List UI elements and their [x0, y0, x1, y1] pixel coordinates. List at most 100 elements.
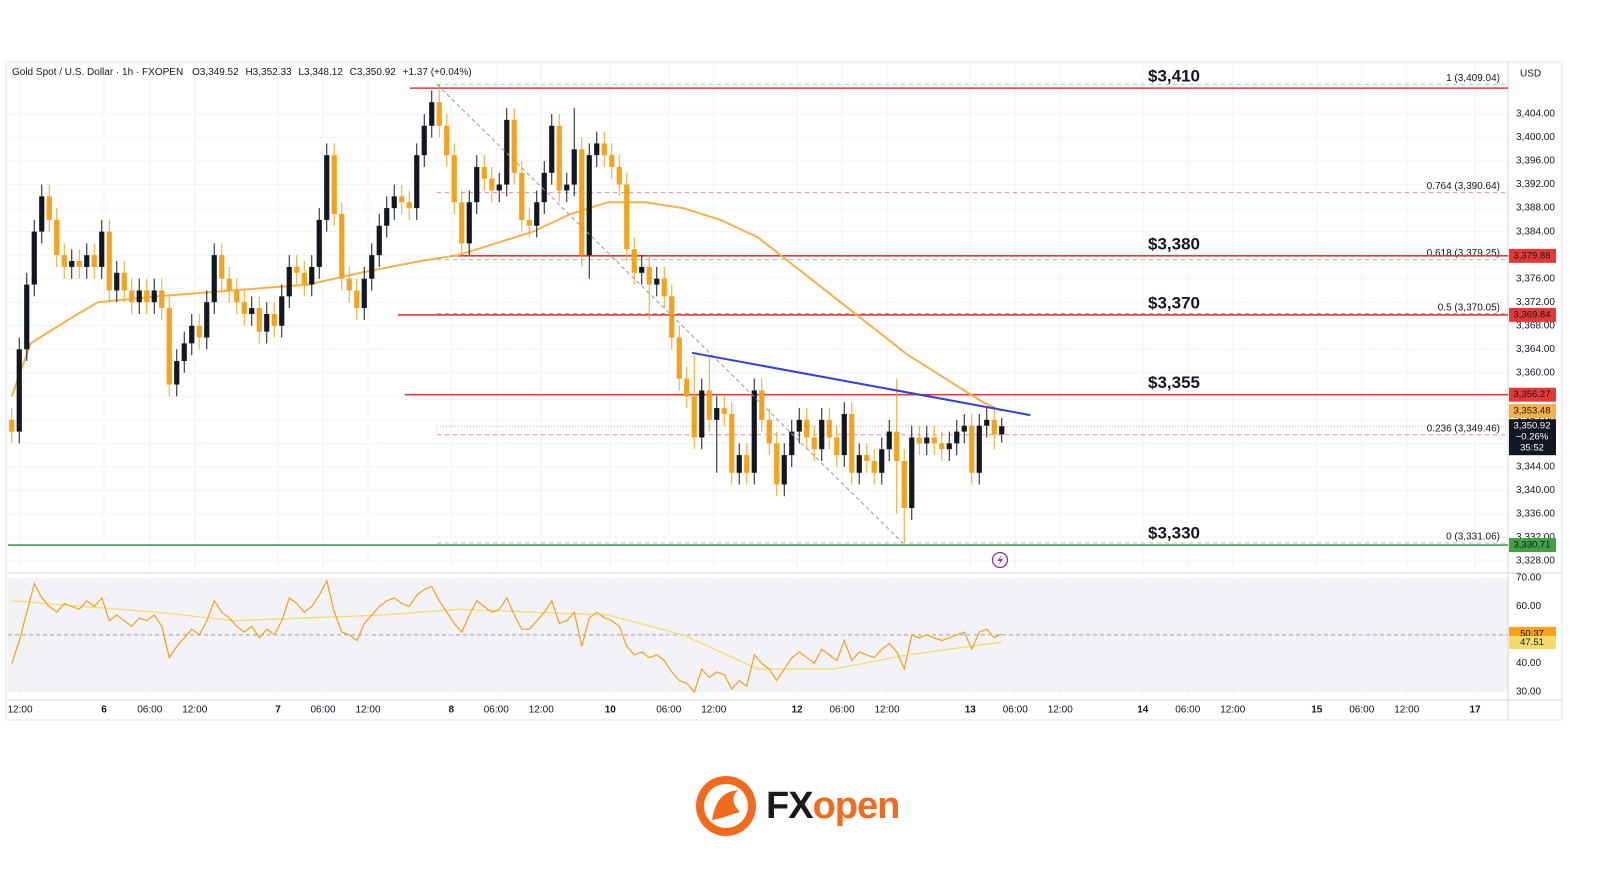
y-tick-label: 3,332.00 [1516, 532, 1555, 543]
y-tick-label: 3,388.00 [1516, 203, 1555, 214]
candle-body [414, 155, 420, 209]
candle-body [879, 449, 885, 473]
candle-body [924, 437, 930, 444]
candle-body [646, 266, 652, 285]
candle-body [294, 266, 300, 273]
x-tick-label: 12:00 [1048, 705, 1073, 716]
candle-body [931, 437, 937, 444]
candle-body [676, 337, 682, 379]
candle-body [961, 425, 967, 432]
candle-body [466, 202, 472, 244]
x-tick-label: 06:00 [310, 705, 335, 716]
candle-body [819, 419, 825, 450]
x-tick-label: 06:00 [1349, 705, 1374, 716]
x-tick-label: 13 [965, 705, 977, 716]
currency-label[interactable]: USD [1520, 69, 1541, 80]
price-badge-label: 3,356.27 [1514, 389, 1551, 400]
candle-body [684, 378, 690, 397]
x-tick-label: 12:00 [355, 705, 380, 716]
candle-body [279, 296, 285, 326]
x-tick-label: 12 [791, 705, 803, 716]
level-label: $3,380 [1148, 234, 1200, 253]
candle-body [984, 419, 990, 426]
chart-header: Gold Spot / U.S. Dollar · 1h · FXOPEN O3… [12, 67, 472, 78]
candle-body [946, 443, 952, 450]
candle-body [459, 202, 465, 244]
x-tick-label: 06:00 [137, 705, 162, 716]
x-tick-label: 12:00 [701, 705, 726, 716]
candle-body [376, 225, 382, 256]
ohlc-open: O3,349.52 [192, 67, 239, 78]
candle-body [609, 155, 615, 167]
candle-body [256, 308, 262, 332]
candle-body [669, 296, 675, 338]
candle-body [909, 437, 915, 509]
candle-body [309, 266, 315, 285]
candle-body [166, 308, 172, 385]
price-badge-label: 3,379.88 [1514, 250, 1551, 261]
candle-body [864, 455, 870, 462]
logo-open: open [813, 785, 900, 827]
alert-circle[interactable] [991, 551, 1009, 569]
candle-body [444, 125, 450, 156]
candle-body [369, 255, 375, 279]
candle-body [174, 361, 180, 385]
price-badge [1509, 404, 1556, 419]
current-change-label: −0.26% [1516, 432, 1549, 443]
candle-body [804, 419, 810, 438]
x-tick-label: 12:00 [1394, 705, 1419, 716]
fib-label: 0.5 (3,370.05) [1438, 302, 1500, 313]
y-tick-label: 3,396.00 [1516, 156, 1555, 167]
candle-body [54, 219, 60, 256]
chart-layers: 3,328.00 3,332.00 3,336.00 3,340.00 3,344.00… [7, 62, 1562, 720]
y-tick-label: 3,336.00 [1516, 509, 1555, 520]
candle-body [406, 202, 412, 209]
rsi-signal-badge-label: 47.51 [1520, 637, 1544, 648]
x-tick-label: 17 [1469, 705, 1481, 716]
candle-body [346, 278, 352, 291]
x-tick-label: 06:00 [656, 705, 681, 716]
candle-body [736, 455, 742, 473]
x-tick-label: 7 [275, 705, 281, 716]
alert-bolt[interactable] [997, 555, 1004, 565]
candle-body [901, 461, 907, 509]
y-tick-label: 3,360.00 [1516, 367, 1555, 378]
candle-body [826, 419, 832, 438]
alert-icon[interactable] [991, 551, 1009, 569]
candle-body [331, 155, 337, 214]
candle-body [136, 290, 142, 303]
candle-body [84, 255, 90, 267]
candle-body [241, 302, 247, 314]
candle-body [841, 413, 847, 456]
candle-body [916, 437, 922, 444]
level-label: $3,370 [1148, 293, 1200, 312]
rsi-tick-label: 60.00 [1516, 601, 1541, 612]
candle-body [46, 196, 52, 220]
candle-body [796, 419, 802, 432]
candle-body [114, 272, 120, 291]
moving-average [10, 201, 1003, 413]
candle-body [954, 431, 960, 444]
candle-body [511, 119, 517, 173]
price-badge [1509, 307, 1556, 322]
candle-body [129, 290, 135, 303]
candle-body [159, 290, 165, 309]
candle-body [781, 455, 787, 485]
candle-body [211, 255, 217, 303]
rsi-tick-label: 30.00 [1516, 687, 1541, 698]
price-badge-label: 3,369.84 [1514, 309, 1551, 320]
fib-label: 0.764 (3,390.64) [1427, 181, 1500, 192]
x-tick-label: 12:00 [874, 705, 899, 716]
price-badge [1509, 387, 1556, 402]
candle-body [571, 149, 577, 185]
candle-body [886, 431, 892, 450]
ohlc-low: L3,348.12 [298, 67, 343, 78]
price-badge [1509, 248, 1556, 263]
candle-body [204, 302, 210, 338]
candle-body [61, 255, 67, 267]
candle-body [699, 390, 705, 438]
candle-body [324, 155, 330, 220]
candle-body [556, 125, 562, 191]
